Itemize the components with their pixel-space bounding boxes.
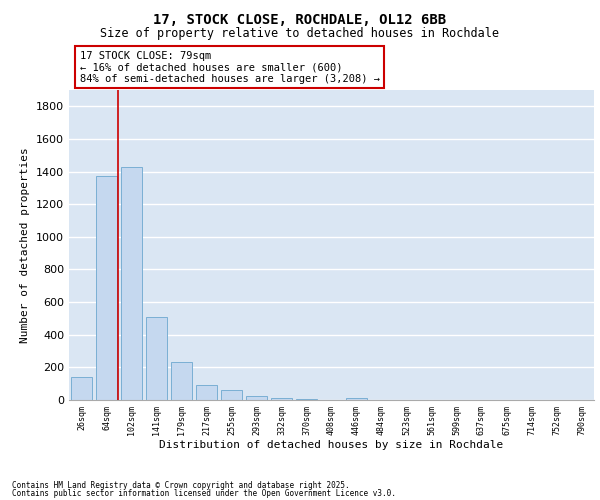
X-axis label: Distribution of detached houses by size in Rochdale: Distribution of detached houses by size … [160, 440, 503, 450]
Text: 17, STOCK CLOSE, ROCHDALE, OL12 6BB: 17, STOCK CLOSE, ROCHDALE, OL12 6BB [154, 12, 446, 26]
Bar [346, 398, 367, 400]
Bar [246, 396, 267, 400]
Bar [271, 398, 292, 400]
Bar [96, 176, 117, 400]
Text: Contains HM Land Registry data © Crown copyright and database right 2025.: Contains HM Land Registry data © Crown c… [12, 481, 350, 490]
Bar [196, 384, 217, 400]
Bar [171, 362, 192, 400]
Y-axis label: Number of detached properties: Number of detached properties [20, 147, 31, 343]
Bar [146, 317, 167, 400]
Bar [121, 166, 142, 400]
Text: 17 STOCK CLOSE: 79sqm
← 16% of detached houses are smaller (600)
84% of semi-det: 17 STOCK CLOSE: 79sqm ← 16% of detached … [79, 50, 380, 84]
Text: Contains public sector information licensed under the Open Government Licence v3: Contains public sector information licen… [12, 488, 396, 498]
Bar [71, 377, 92, 400]
Bar [221, 390, 242, 400]
Bar [296, 398, 317, 400]
Text: Size of property relative to detached houses in Rochdale: Size of property relative to detached ho… [101, 28, 499, 40]
